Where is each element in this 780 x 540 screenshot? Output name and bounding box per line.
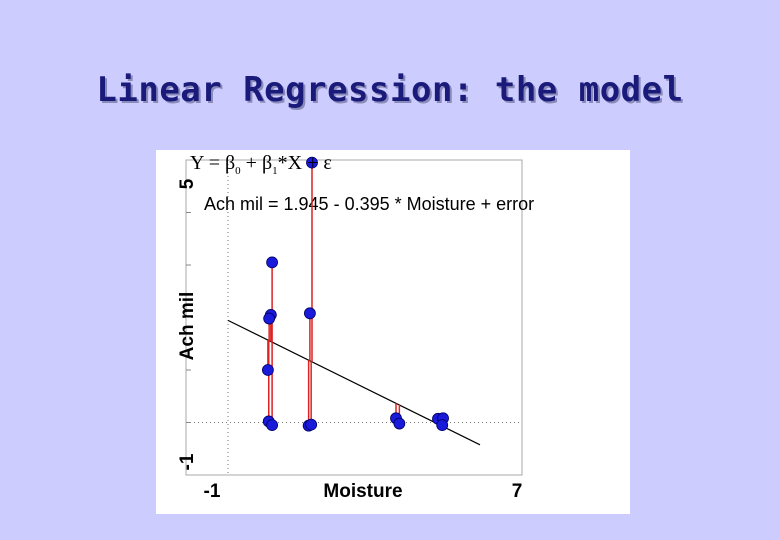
y-axis-label: Ach mil: [177, 292, 198, 361]
data-point: [305, 418, 318, 431]
eq-y: Y: [190, 152, 204, 174]
data-point: [303, 307, 316, 320]
x-axis-label: Moisture: [323, 481, 402, 502]
x-tick-label-max: 7: [512, 481, 523, 502]
data-point: [436, 419, 449, 432]
epsilon-symbol: ε: [323, 152, 332, 174]
eq-times-x: *X: [277, 152, 303, 174]
beta-symbol: β: [261, 152, 273, 174]
slide-title: Linear Regression: the model: [96, 70, 684, 110]
model-annotation: Ach mil = 1.945 - 0.395 * Moisture + err…: [204, 194, 534, 214]
eq-plus-1: +: [245, 152, 257, 174]
eq-beta0: β0: [224, 152, 241, 177]
eq-plus-2: +: [307, 152, 319, 174]
eq-beta1: β1: [261, 152, 278, 177]
data-point: [266, 419, 278, 432]
x-tick-label-min: -1: [204, 481, 221, 502]
data-point: [393, 417, 406, 430]
y-tick-label-max: 5: [177, 178, 198, 189]
data-point: [266, 256, 278, 269]
data-point: [306, 156, 318, 169]
regression-chart: Ach mil = 1.945 - 0.395 * Moisture + err…: [177, 156, 534, 502]
data-point: [263, 312, 276, 325]
subscript-1: 1: [272, 165, 278, 177]
data-point: [262, 364, 274, 376]
y-tick-label-min: -1: [177, 453, 198, 470]
subscript-0: 0: [235, 165, 241, 177]
chart-panel: Ach mil = 1.945 - 0.395 * Moisture + err…: [156, 150, 630, 514]
eq-equals: =: [208, 152, 220, 174]
beta-symbol: β: [224, 152, 236, 174]
model-equation: Y = β0 + β1*X + ε: [190, 151, 332, 183]
